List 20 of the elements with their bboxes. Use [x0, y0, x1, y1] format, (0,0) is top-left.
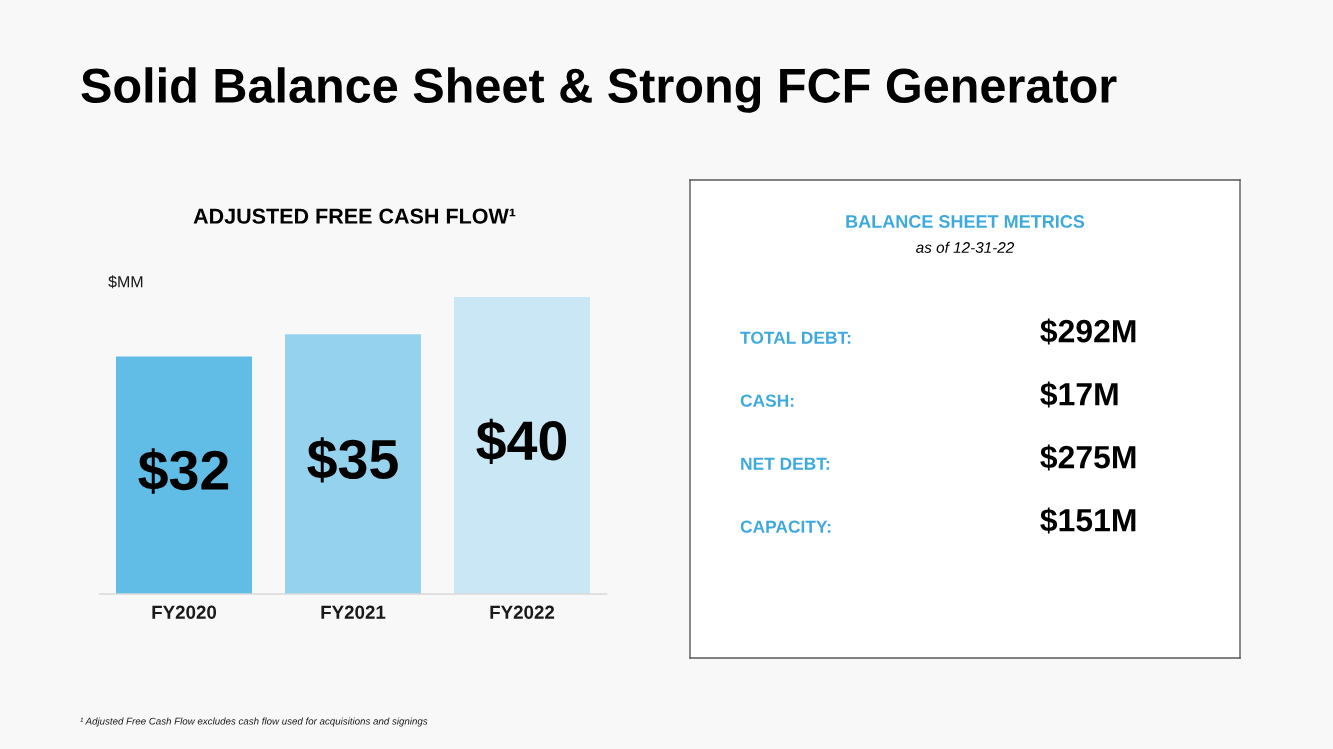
- chart-subtitle: ADJUSTED FREE CASH FLOW¹: [193, 208, 516, 224]
- x-tick-label: FY2022: [490, 605, 555, 619]
- chart-title: Solid Balance Sheet & Strong FCF Generator: [81, 67, 1117, 113]
- x-tick-label: FY2020: [152, 605, 217, 619]
- text: CAPACITY:: [740, 520, 831, 533]
- text: BALANCE SHEET METRICS: [846, 215, 1085, 228]
- x-tick-label: FY2021: [321, 605, 386, 619]
- text: TOTAL DEBT:: [740, 331, 851, 344]
- text: $292M: [1040, 318, 1136, 345]
- data-label: $35: [307, 437, 398, 483]
- text: $275M: [1040, 444, 1136, 471]
- text: $17M: [1040, 381, 1118, 408]
- y-axis-title: $MM: [108, 275, 143, 289]
- data-label: $40: [476, 418, 567, 464]
- text: ¹ Adjusted Free Cash Flow excludes cash flow used for acquisitions and signings: [80, 717, 428, 727]
- text: $151M: [1040, 507, 1136, 534]
- text: CASH:: [740, 394, 794, 407]
- text: as of 12-31-22: [916, 241, 1015, 253]
- text: NET DEBT:: [741, 457, 830, 470]
- data-label: $32: [138, 448, 229, 494]
